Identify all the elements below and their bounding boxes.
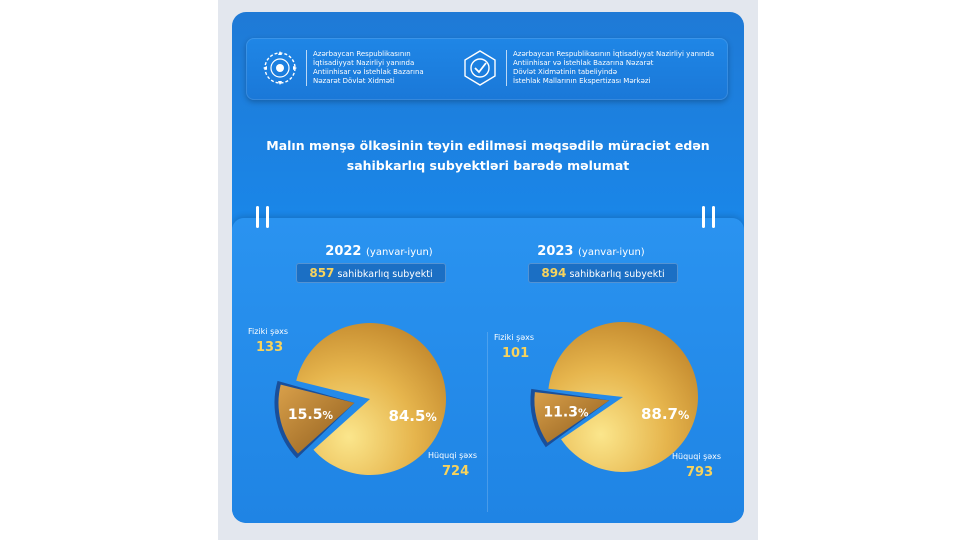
org-left-divider: [306, 50, 307, 86]
pie-2022-minor-value: 133: [256, 340, 284, 355]
pie-slice-major: [548, 321, 698, 472]
pie-2023-major-value: 793: [686, 465, 714, 480]
binder-ring: [256, 206, 259, 228]
pie-slice-minor: [534, 392, 610, 443]
org-right-text: Azərbaycan Respublikasının İqtisadiyyat …: [513, 50, 715, 85]
pie-slice-minor-percent: 11.3%: [543, 404, 589, 420]
pie-2023: 11.3% 88.7%: [530, 321, 698, 472]
year-2023-heading: 2023 (yanvar-iyun): [537, 244, 645, 259]
infographic: Azərbaycan Respublikasının İqtisadiyyat …: [218, 0, 758, 540]
pie-2023-minor-value: 101: [502, 346, 530, 361]
header-banner: Azərbaycan Respublikasının İqtisadiyyat …: [246, 38, 728, 100]
pie-slice-minor: [278, 384, 355, 454]
count-2022-badge: 857 sahibkarlıq subyekti: [296, 263, 446, 283]
page-title: Malın mənşə ölkəsinin təyin edilməsi məq…: [266, 138, 710, 173]
pie-2022-major-label: Hüquqi şəxs: [428, 451, 478, 460]
pie-slice-major-percent: 88.7%: [641, 405, 689, 423]
org-left: Azərbaycan Respublikasının İqtisadiyyat …: [260, 48, 424, 88]
pie-2022: 15.5% 84.5%: [274, 323, 446, 475]
org-right-divider: [506, 50, 507, 86]
pie-2023-minor-label: Fiziki şəxs: [494, 333, 535, 342]
pie-slice-minor-percent: 15.5%: [288, 407, 334, 423]
emblem-left-icon: [263, 51, 297, 85]
year-2022-heading: 2022 (yanvar-iyun): [325, 244, 433, 259]
pie-2022-minor-label: Fiziki şəxs: [248, 327, 289, 336]
binder-ring: [266, 206, 269, 228]
card: Azərbaycan Respublikasının İqtisadiyyat …: [232, 12, 744, 523]
binder-ring: [712, 206, 715, 228]
binder-ring: [702, 206, 705, 228]
pie-charts: 15.5% 84.5% 11.3% 88.7%: [274, 321, 698, 475]
count-2023-badge: 894 sahibkarlıq subyekti: [528, 263, 678, 283]
chart-separator: [487, 332, 488, 512]
emblem-right-icon: [464, 50, 496, 86]
pie-2023-major-label: Hüquqi şəxs: [672, 452, 722, 461]
pie-slice-major: [296, 323, 446, 475]
org-right: Azərbaycan Respublikasının İqtisadiyyat …: [460, 48, 714, 88]
pie-2022-major-value: 724: [442, 464, 470, 479]
org-left-text: Azərbaycan Respublikasının İqtisadiyyat …: [313, 50, 424, 85]
pie-slice-major-percent: 84.5%: [388, 407, 436, 425]
